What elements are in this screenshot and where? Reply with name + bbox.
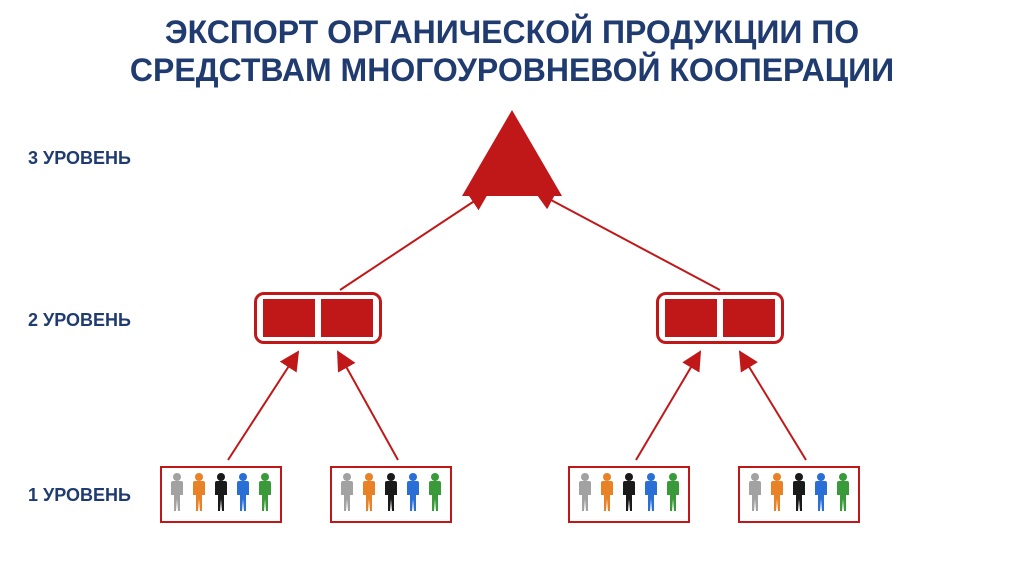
person-icon-wrap <box>212 472 230 517</box>
person-icon <box>598 472 616 512</box>
level2-cell <box>263 299 315 337</box>
person-icon-wrap <box>234 472 252 517</box>
level1-group <box>160 466 282 523</box>
person-icon <box>790 472 808 512</box>
arrow <box>228 352 298 460</box>
person-icon-wrap <box>360 472 378 517</box>
person-icon-wrap <box>834 472 852 517</box>
person-icon-wrap <box>426 472 444 517</box>
level2-cell <box>723 299 775 337</box>
person-icon-wrap <box>382 472 400 517</box>
person-icon <box>360 472 378 512</box>
person-icon <box>382 472 400 512</box>
level2-cell <box>665 299 717 337</box>
person-icon-wrap <box>598 472 616 517</box>
person-icon <box>620 472 638 512</box>
person-icon <box>812 472 830 512</box>
arrows-layer <box>0 0 1024 574</box>
person-icon <box>234 472 252 512</box>
person-icon-wrap <box>576 472 594 517</box>
person-icon-wrap <box>190 472 208 517</box>
person-icon <box>664 472 682 512</box>
person-icon <box>404 472 422 512</box>
level1-group <box>738 466 860 523</box>
person-icon-wrap <box>768 472 786 517</box>
person-icon-wrap <box>620 472 638 517</box>
person-icon <box>768 472 786 512</box>
person-icon-wrap <box>404 472 422 517</box>
person-icon-wrap <box>642 472 660 517</box>
person-icon-wrap <box>664 472 682 517</box>
person-icon <box>426 472 444 512</box>
level1-group <box>568 466 690 523</box>
level1-group <box>330 466 452 523</box>
person-icon-wrap <box>812 472 830 517</box>
person-icon <box>190 472 208 512</box>
person-icon <box>642 472 660 512</box>
person-icon <box>834 472 852 512</box>
person-icon <box>168 472 186 512</box>
level2-node <box>656 292 784 344</box>
person-icon <box>576 472 594 512</box>
triangle-icon <box>460 108 564 198</box>
person-icon <box>256 472 274 512</box>
person-icon-wrap <box>790 472 808 517</box>
diagram-root: ЭКСПОРТ ОРГАНИЧЕСКОЙ ПРОДУКЦИИ ПО СРЕДСТ… <box>0 0 1024 574</box>
arrow <box>740 352 806 460</box>
arrow <box>636 352 700 460</box>
person-icon <box>746 472 764 512</box>
level2-node <box>254 292 382 344</box>
person-icon <box>212 472 230 512</box>
level2-cell <box>321 299 373 337</box>
arrow <box>536 192 720 290</box>
person-icon-wrap <box>256 472 274 517</box>
arrow <box>340 192 488 290</box>
person-icon-wrap <box>338 472 356 517</box>
person-icon-wrap <box>168 472 186 517</box>
person-icon-wrap <box>746 472 764 517</box>
arrow <box>338 352 398 460</box>
person-icon <box>338 472 356 512</box>
